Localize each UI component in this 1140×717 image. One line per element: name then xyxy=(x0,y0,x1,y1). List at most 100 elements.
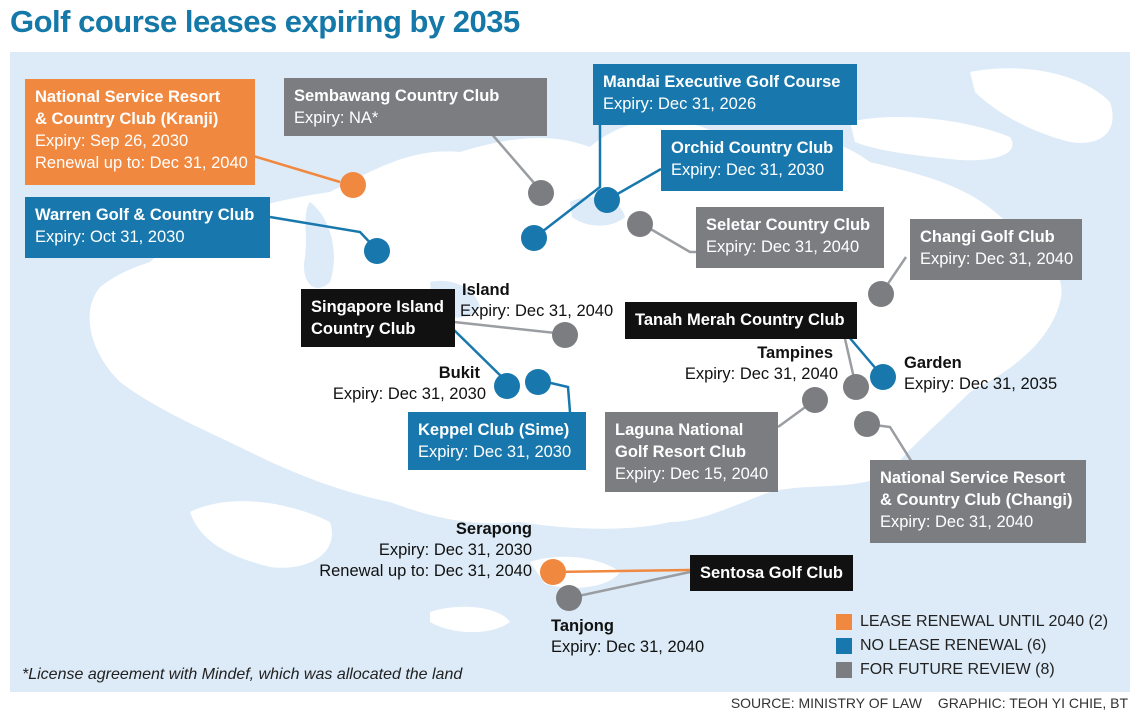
label-expiry: Expiry: Dec 31, 2040 xyxy=(551,638,705,656)
leader-line-tanjong xyxy=(568,570,691,600)
source-credit: SOURCE: MINISTRY OF LAW xyxy=(730,695,922,711)
marker-nsrcc-changi xyxy=(854,411,880,437)
callout-nsrcc-kranji: National Service Resort & Country Club (… xyxy=(25,79,255,185)
callout-name: Keppel Club (Sime) xyxy=(418,421,570,439)
callout-keppel: Keppel Club (Sime) Expiry: Dec 31, 2030 xyxy=(408,412,586,470)
label-name: Island xyxy=(462,281,510,299)
callout-warren: Warren Golf & Country Club Expiry: Oct 3… xyxy=(25,197,270,258)
callout-name: Tanah Merah Country Club xyxy=(635,311,845,329)
callout-tanah-merah: Tanah Merah Country Club xyxy=(625,302,857,339)
legend-item-future-review: FOR FUTURE REVIEW (8) xyxy=(836,658,1108,682)
callout-name: Seletar Country Club xyxy=(706,216,871,234)
callout-expiry: Expiry: Dec 31, 2040 xyxy=(920,250,1074,268)
callout-mandai: Mandai Executive Golf Course Expiry: Dec… xyxy=(593,64,857,125)
pulau-ubin-landmass xyxy=(850,117,1013,161)
label-serapong: Serapong Expiry: Dec 31, 2030 Renewal up… xyxy=(310,519,532,582)
legend-label: FOR FUTURE REVIEW (8) xyxy=(860,661,1055,678)
marker-orchid xyxy=(594,187,620,213)
callout-orchid: Orchid Country Club Expiry: Dec 31, 2030 xyxy=(661,130,843,191)
callout-expiry: Expiry: Dec 15, 2040 xyxy=(615,465,769,483)
leader-line-island xyxy=(453,320,566,336)
callout-name: Country Club xyxy=(311,320,416,338)
callout-name: Laguna National xyxy=(615,421,744,439)
southern-islands xyxy=(430,606,510,633)
callout-name: & Country Club (Changi) xyxy=(880,491,1073,509)
label-expiry: Expiry: Dec 31, 2035 xyxy=(904,375,1058,393)
callout-name: & Country Club (Kranji) xyxy=(35,110,219,128)
marker-mandai xyxy=(521,225,547,251)
label-name: Tampines xyxy=(757,344,833,362)
callout-sicc: Singapore Island Country Club xyxy=(301,289,455,347)
leader-line-mandai xyxy=(533,112,602,239)
marker-tampines xyxy=(843,374,869,400)
callout-name: Singapore Island xyxy=(311,298,444,316)
jurong-island-landmass xyxy=(190,501,332,568)
callout-renewal: Renewal up to: Dec 31, 2040 xyxy=(35,154,248,172)
marker-laguna xyxy=(802,387,828,413)
legend-label: LEASE RENEWAL UNTIL 2040 (2) xyxy=(860,613,1109,630)
legend-swatch-blue xyxy=(836,638,852,654)
leader-line-serapong xyxy=(552,568,691,574)
marker-sicc-bukit xyxy=(494,373,520,399)
callout-name: Changi Golf Club xyxy=(920,228,1055,246)
marker-serapong xyxy=(540,559,566,585)
singapore-map: National Service Resort & Country Club (… xyxy=(10,52,1130,692)
marker-sicc-island xyxy=(552,322,578,348)
label-bukit: Bukit Expiry: Dec 31, 2030 xyxy=(328,363,486,405)
pulau-tekong-landmass xyxy=(970,68,1113,143)
legend: LEASE RENEWAL UNTIL 2040 (2) NO LEASE RE… xyxy=(836,610,1108,682)
marker-warren xyxy=(364,238,390,264)
label-garden: Garden Expiry: Dec 31, 2035 xyxy=(904,353,1057,395)
label-name: Serapong xyxy=(455,520,532,538)
marker-nsrcc-kranji xyxy=(340,172,366,198)
page-title: Golf course leases expiring by 2035 xyxy=(10,4,520,39)
callout-name: Sentosa Golf Club xyxy=(700,564,844,582)
marker-sembawang xyxy=(528,180,554,206)
label-tampines: Tampines Expiry: Dec 31, 2040 xyxy=(676,343,838,385)
callout-changi: Changi Golf Club Expiry: Dec 31, 2040 xyxy=(910,219,1082,280)
callout-expiry: Expiry: Sep 26, 2030 xyxy=(35,132,189,150)
callout-expiry: Expiry: Oct 31, 2030 xyxy=(35,228,185,246)
label-island: Island Expiry: Dec 31, 2040 xyxy=(460,280,613,322)
callout-seletar: Seletar Country Club Expiry: Dec 31, 204… xyxy=(696,207,884,268)
callout-sembawang: Sembawang Country Club Expiry: NA* xyxy=(284,78,547,136)
marker-seletar xyxy=(627,211,653,237)
marker-changi xyxy=(868,281,894,307)
credits: SOURCE: MINISTRY OF LAW GRAPHIC: TEOH YI … xyxy=(731,695,1128,711)
graphic-credit: GRAPHIC: TEOH YI CHIE, BT xyxy=(937,695,1128,711)
label-expiry: Expiry: Dec 31, 2040 xyxy=(684,365,838,383)
label-tanjong: Tanjong Expiry: Dec 31, 2040 xyxy=(551,616,704,658)
callout-expiry: Expiry: Dec 31, 2030 xyxy=(671,161,825,179)
marker-keppel xyxy=(525,369,551,395)
callout-name: Sembawang Country Club xyxy=(294,87,500,105)
callout-expiry: Expiry: Dec 31, 2030 xyxy=(418,443,572,461)
label-name: Bukit xyxy=(438,364,480,382)
leader-line-seletar xyxy=(641,222,698,254)
callout-expiry: Expiry: Dec 31, 2040 xyxy=(706,238,860,256)
label-name: Garden xyxy=(904,354,962,372)
legend-swatch-orange xyxy=(836,614,852,630)
callout-name: Orchid Country Club xyxy=(671,139,834,157)
callout-expiry: Expiry: Dec 31, 2040 xyxy=(880,513,1034,531)
callout-name: Golf Resort Club xyxy=(615,443,747,461)
legend-label: NO LEASE RENEWAL (6) xyxy=(860,637,1047,654)
callout-expiry: Expiry: Dec 31, 2026 xyxy=(603,95,757,113)
callout-name: Mandai Executive Golf Course xyxy=(603,73,841,91)
marker-tanjong xyxy=(556,585,582,611)
footnote: *License agreement with Mindef, which wa… xyxy=(22,666,463,683)
callout-sentosa: Sentosa Golf Club xyxy=(690,555,853,591)
legend-swatch-grey xyxy=(836,662,852,678)
leader-line-sicc xyxy=(453,329,508,383)
legend-item-no-renewal: NO LEASE RENEWAL (6) xyxy=(836,634,1108,658)
callout-nsrcc-changi: National Service Resort & Country Club (… xyxy=(870,460,1086,543)
leader-line-sembawang xyxy=(489,131,536,185)
leader-line-kranji xyxy=(239,150,341,184)
label-expiry: Expiry: Dec 31, 2030 xyxy=(332,385,486,403)
marker-garden xyxy=(870,364,896,390)
legend-item-renewal: LEASE RENEWAL UNTIL 2040 (2) xyxy=(836,610,1108,634)
callout-name: National Service Resort xyxy=(880,469,1066,487)
label-expiry: Expiry: Dec 31, 2030 xyxy=(378,541,532,559)
callout-name: Warren Golf & Country Club xyxy=(35,206,255,224)
label-expiry: Expiry: Dec 31, 2040 xyxy=(460,302,614,320)
callout-name: National Service Resort xyxy=(35,88,221,106)
